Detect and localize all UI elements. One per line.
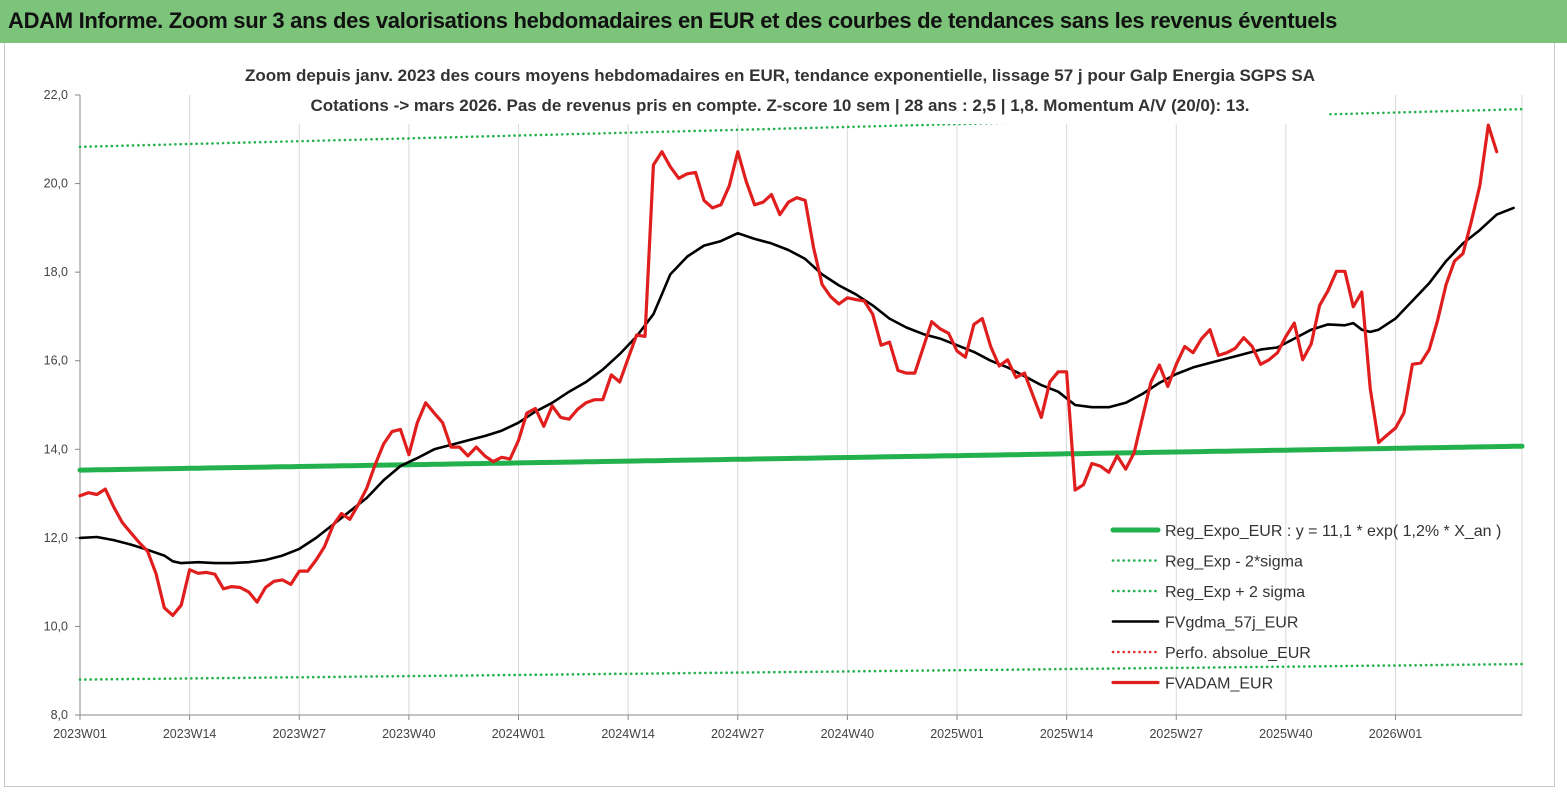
x-tick-label: 2023W14 — [163, 727, 217, 741]
x-tick-label: 2024W14 — [601, 727, 655, 741]
legend-label: FVgdma_57j_EUR — [1165, 615, 1298, 632]
series-line-1 — [78, 662, 1524, 681]
x-tick-label: 2025W14 — [1040, 727, 1094, 741]
y-tick-label: 10,0 — [44, 619, 68, 633]
y-tick-label: 12,0 — [44, 531, 68, 545]
x-tick-label: 2023W27 — [272, 727, 326, 741]
series-layer — [77, 62, 1525, 681]
y-tick-label: 18,0 — [44, 265, 68, 279]
title-backdrop — [236, 62, 1328, 124]
series-line-3 — [78, 206, 1515, 565]
y-tick-label: 22,0 — [44, 88, 68, 102]
x-tick-label: 2023W01 — [53, 727, 107, 741]
legend-label: Reg_Exp - 2*sigma — [1165, 554, 1303, 571]
legend-label: Reg_Expo_EUR : y = 11,1 * exp( 1,2% * X_… — [1165, 523, 1501, 540]
y-tick-label: 16,0 — [44, 354, 68, 368]
y-tick-label: 8,0 — [51, 708, 68, 722]
chart-subtitle: Cotations -> mars 2026. Pas de revenus p… — [310, 96, 1250, 115]
series-line-0 — [77, 443, 1525, 473]
legend-label: FVADAM_EUR — [1165, 676, 1273, 693]
grid — [79, 95, 1523, 715]
x-tick-label: 2025W27 — [1149, 727, 1203, 741]
chart-frame — [4, 43, 1555, 787]
legend-label: Perfo. absolue_EUR — [1165, 645, 1311, 662]
x-tick-label: 2023W40 — [382, 727, 436, 741]
chart-title: Zoom depuis janv. 2023 des cours moyens … — [244, 66, 1316, 85]
x-tick-label: 2026W01 — [1369, 727, 1423, 741]
legend-label: Reg_Exp + 2 sigma — [1165, 584, 1305, 601]
axes: 2023W01 2023W14 2023W27 2023W40 2024W01 2024W… — [44, 88, 1522, 741]
y-tick-label: 14,0 — [44, 442, 68, 456]
y-tick-label: 20,0 — [44, 177, 68, 191]
x-tick-label: 2025W40 — [1259, 727, 1313, 741]
x-tick-label: 2025W01 — [930, 727, 984, 741]
banner: ADAM Informe. Zoom sur 3 ans des valoris… — [0, 0, 1567, 43]
x-tick-label: 2024W27 — [711, 727, 765, 741]
series-line-5 — [78, 123, 1499, 618]
x-tick-label: 2024W40 — [821, 727, 875, 741]
x-tick-label: 2024W01 — [492, 727, 546, 741]
legend: Reg_Expo_EUR : y = 11,1 * exp( 1,2% * X_… — [1110, 523, 1501, 693]
banner-title: ADAM Informe. Zoom sur 3 ans des valoris… — [8, 8, 1338, 33]
